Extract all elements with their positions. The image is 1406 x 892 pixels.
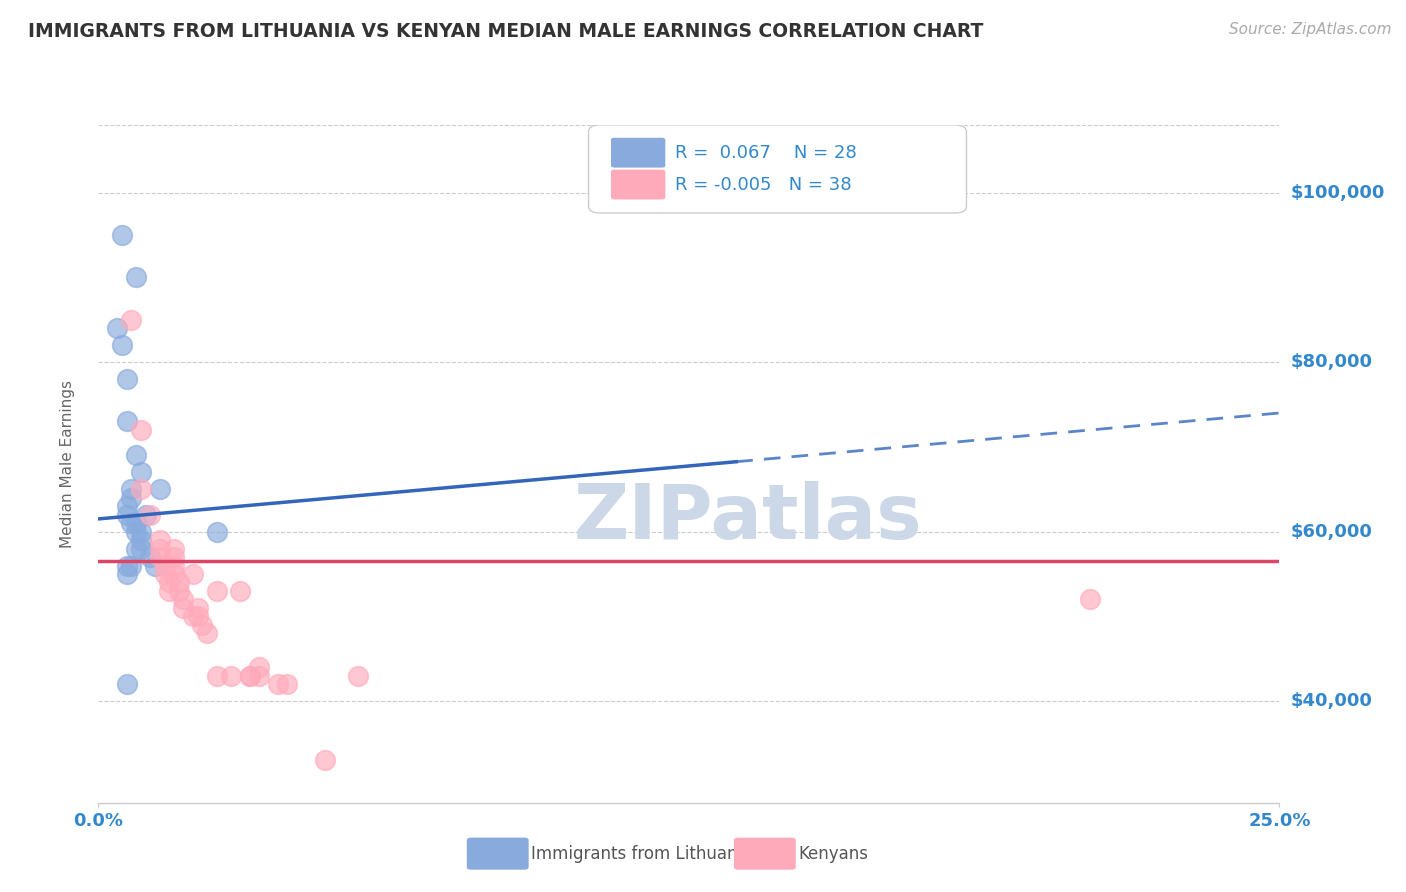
Point [129, 423, 152, 437]
Point [129, 541, 152, 556]
Point [121, 558, 143, 573]
Point [139, 549, 162, 565]
Point [219, 669, 242, 683]
Point [239, 669, 262, 683]
Point [115, 372, 138, 386]
Point [267, 677, 290, 691]
Point [172, 601, 194, 615]
Point [121, 312, 143, 326]
Point [125, 448, 148, 462]
Point [163, 558, 186, 573]
Point [139, 508, 162, 522]
Text: Immigrants from Lithuania: Immigrants from Lithuania [531, 845, 752, 863]
Point [149, 541, 172, 556]
Point [247, 669, 270, 683]
Point [163, 549, 186, 565]
Point [111, 227, 134, 242]
FancyBboxPatch shape [612, 137, 665, 168]
Point [149, 549, 172, 565]
Point [181, 567, 204, 582]
Point [143, 558, 166, 573]
Point [149, 482, 172, 496]
Point [163, 541, 186, 556]
Point [205, 524, 228, 539]
Point [153, 567, 176, 582]
Text: R = -0.005   N = 38: R = -0.005 N = 38 [675, 176, 852, 194]
Point [195, 626, 218, 640]
Point [111, 338, 134, 352]
Point [115, 558, 138, 573]
Point [115, 677, 138, 691]
Point [191, 617, 214, 632]
Point [105, 321, 128, 335]
Point [125, 516, 148, 530]
Point [129, 482, 152, 496]
Point [115, 499, 138, 513]
Point [157, 583, 180, 598]
Text: $40,000: $40,000 [1291, 692, 1372, 710]
Point [153, 558, 176, 573]
Text: $60,000: $60,000 [1291, 523, 1372, 541]
Point [129, 524, 152, 539]
Point [121, 516, 143, 530]
Point [229, 583, 252, 598]
Text: IMMIGRANTS FROM LITHUANIA VS KENYAN MEDIAN MALE EARNINGS CORRELATION CHART: IMMIGRANTS FROM LITHUANIA VS KENYAN MEDI… [28, 22, 983, 41]
Point [187, 609, 209, 624]
Point [129, 533, 152, 547]
Text: $100,000: $100,000 [1291, 184, 1385, 202]
Point [181, 609, 204, 624]
Text: Source: ZipAtlas.com: Source: ZipAtlas.com [1229, 22, 1392, 37]
Point [167, 583, 190, 598]
Y-axis label: Median Male Earnings: Median Male Earnings [60, 380, 75, 548]
Point [115, 414, 138, 428]
Point [347, 669, 370, 683]
Point [163, 567, 186, 582]
Point [172, 592, 194, 607]
Point [121, 482, 143, 496]
Point [1080, 592, 1102, 607]
Point [115, 567, 138, 582]
Point [187, 601, 209, 615]
Point [125, 524, 148, 539]
Point [205, 583, 228, 598]
Point [129, 466, 152, 480]
Text: Kenyans: Kenyans [799, 845, 869, 863]
Point [157, 575, 180, 590]
FancyBboxPatch shape [612, 169, 665, 200]
Point [135, 508, 157, 522]
FancyBboxPatch shape [589, 125, 966, 213]
Point [167, 575, 190, 590]
Text: R =  0.067    N = 28: R = 0.067 N = 28 [675, 144, 856, 161]
Text: ZIPatlas: ZIPatlas [574, 481, 922, 555]
Point [125, 270, 148, 285]
Point [314, 753, 336, 767]
Point [125, 541, 148, 556]
Point [121, 491, 143, 505]
Point [247, 660, 270, 674]
Point [276, 677, 298, 691]
Point [239, 669, 262, 683]
Point [115, 508, 138, 522]
Point [205, 669, 228, 683]
Text: $80,000: $80,000 [1291, 353, 1372, 371]
Point [149, 533, 172, 547]
